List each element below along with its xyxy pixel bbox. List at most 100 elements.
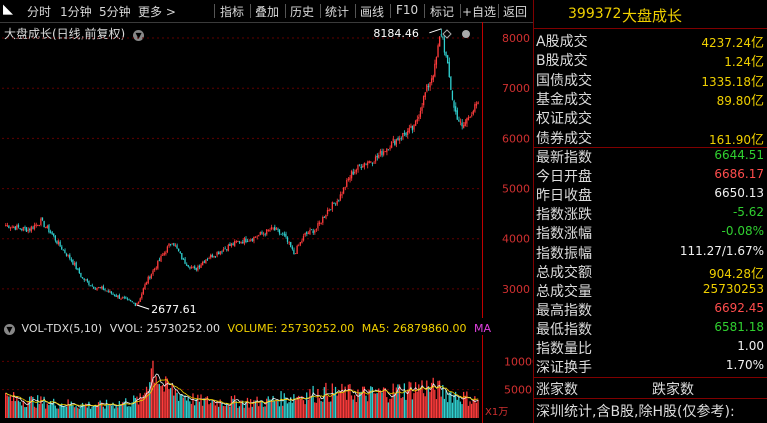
volume-bar xyxy=(424,396,426,418)
candle-body xyxy=(101,286,103,289)
chevron-up-icon[interactable] xyxy=(462,30,470,38)
volume-bar xyxy=(274,401,276,418)
candle-body xyxy=(238,241,241,243)
candle-body xyxy=(317,223,319,229)
volume-bar xyxy=(298,395,300,418)
volume-bar xyxy=(102,406,104,418)
volume-bar xyxy=(125,398,127,418)
candle-body xyxy=(48,225,50,233)
volume-bar xyxy=(17,400,20,418)
toolbar-back[interactable]: 返回 xyxy=(503,5,528,19)
toolbar-add-watchlist[interactable]: +自选 xyxy=(462,5,497,19)
turnover-value: 4237.24亿 xyxy=(701,36,764,51)
volume-bar xyxy=(161,385,164,418)
volume-bar xyxy=(117,407,119,418)
toolbar-1min[interactable]: 1分钟 xyxy=(60,5,92,19)
candle-body xyxy=(280,233,282,235)
volume-bar xyxy=(453,394,455,418)
toolbar-f10[interactable]: F10 xyxy=(396,3,419,17)
candle-body xyxy=(314,230,316,233)
candle-body xyxy=(387,149,390,151)
toolbar-statistics[interactable]: 统计 xyxy=(325,5,350,19)
volume-bar xyxy=(459,401,462,418)
dropdown-arrow-icon[interactable]: ◣ xyxy=(3,2,13,17)
candle-body xyxy=(229,244,231,246)
candle-body xyxy=(381,151,383,156)
turnover-label: 基金成交 xyxy=(536,91,592,108)
volume-bar xyxy=(477,399,479,418)
candle-body xyxy=(256,236,258,238)
volume-bar xyxy=(406,390,409,418)
toolbar-intraday[interactable]: 分时 xyxy=(27,5,52,19)
toolbar-indicators[interactable]: 指标 xyxy=(220,5,245,19)
volume-bar xyxy=(24,407,26,418)
candle-body xyxy=(123,297,125,298)
volume-bar xyxy=(59,405,61,418)
toolbar-more[interactable]: 更多 > xyxy=(138,5,176,19)
candle-body xyxy=(107,290,109,292)
volume-bar xyxy=(437,380,439,418)
volume-bar xyxy=(475,402,478,418)
candle-body xyxy=(113,294,116,297)
candle-body xyxy=(171,243,173,245)
volume-unit-label: X1万 xyxy=(485,407,508,418)
candle-body xyxy=(346,179,348,187)
toolbar-divider xyxy=(320,4,321,18)
candlestick-chart[interactable]: 8000 7000 6000 5000 4000 3000 8184.46 2677.61 xyxy=(0,22,533,318)
candle-body xyxy=(203,261,205,263)
quote-value: 904.28亿 xyxy=(708,266,764,282)
candle-body xyxy=(440,34,442,36)
turnover-value: 1335.18亿 xyxy=(701,74,764,90)
candle-body xyxy=(25,227,28,232)
candle-body xyxy=(104,289,106,291)
volume-bar xyxy=(267,396,269,418)
toolbar-history[interactable]: 历史 xyxy=(290,5,315,19)
candle-body xyxy=(416,119,418,122)
chevron-down-icon[interactable]: ▼ xyxy=(4,324,15,335)
toolbar-mark[interactable]: 标记 xyxy=(430,5,455,19)
volume-chart[interactable]: 10000 5000 X1万 xyxy=(0,335,533,423)
candle-body xyxy=(338,199,340,201)
candle-body xyxy=(339,194,341,200)
volume-bar xyxy=(185,400,188,418)
candle-body xyxy=(69,254,71,259)
toolbar-draw-line[interactable]: 画线 xyxy=(360,5,385,19)
volume-bar xyxy=(442,384,444,418)
turnover-label: B股成交 xyxy=(536,53,588,70)
volume-bar xyxy=(81,402,84,418)
toolbar-overlay[interactable]: 叠加 xyxy=(255,5,280,19)
toolbar-5min[interactable]: 5分钟 xyxy=(99,5,131,19)
candle-body xyxy=(270,227,273,230)
candle-body xyxy=(53,233,55,236)
candle-body xyxy=(453,100,455,108)
marker-diamond-icon[interactable] xyxy=(442,29,452,39)
volume-bar xyxy=(368,389,370,418)
volume-bar xyxy=(77,407,79,418)
candle-body xyxy=(214,256,217,257)
volume-bar xyxy=(387,402,390,418)
candle-body xyxy=(398,138,401,141)
candle-body xyxy=(341,194,343,196)
volume-bar xyxy=(224,406,226,418)
volume-bar xyxy=(83,404,85,418)
volume-bar xyxy=(107,404,109,418)
volume-bar xyxy=(233,395,236,418)
volume-bar xyxy=(173,395,175,418)
candle-body xyxy=(245,238,247,243)
quote-panel: 399372 大盘成长 A股成交 4237.24亿 B股成交 1.24亿 国债成交 133… xyxy=(533,0,767,423)
volume-bar xyxy=(400,398,402,418)
chevron-down-icon[interactable]: ▼ xyxy=(133,30,145,41)
volume-bar xyxy=(323,387,325,418)
volume-bar xyxy=(363,386,365,418)
volume-bar xyxy=(280,391,282,418)
volume-bar xyxy=(258,406,260,418)
footer-note: 深圳统计,含B股,除H股(仅参考): xyxy=(536,404,735,420)
quote-label: 指数涨幅 xyxy=(536,226,592,243)
volume-bar xyxy=(230,396,233,418)
volume-bar xyxy=(392,383,394,418)
volume-bar xyxy=(464,395,466,418)
volume-bar xyxy=(373,393,375,418)
candle-body xyxy=(27,229,29,232)
volume-bar xyxy=(269,399,271,418)
volume-bar xyxy=(309,389,311,418)
